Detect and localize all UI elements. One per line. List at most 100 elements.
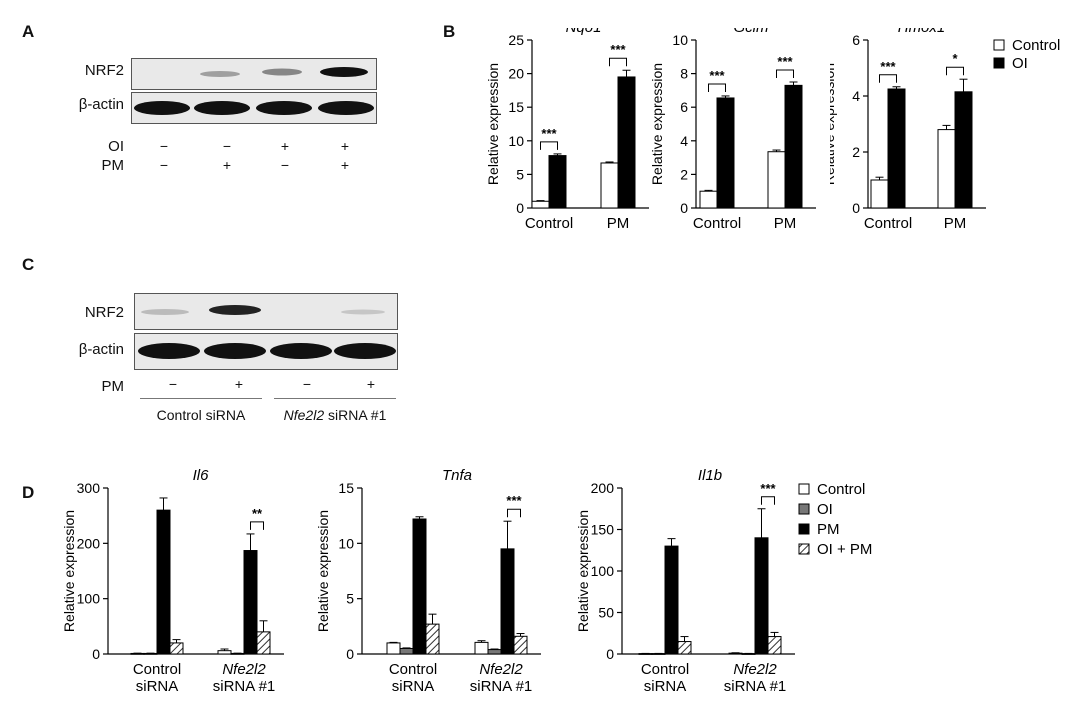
- bar-gclm-pm-oi: [784, 84, 803, 209]
- panel-label-d: D: [22, 483, 35, 502]
- western-blot-nrf2-a: [131, 58, 377, 90]
- sign-a-pm-4: +: [340, 157, 350, 173]
- sign-a-pm-2: +: [222, 157, 232, 173]
- condition-label-oi: OI: [108, 138, 124, 155]
- y-tick-label-hmox1-6: 6: [852, 32, 860, 48]
- bar-il6-nfe2l2-sirna-1-control: [217, 650, 232, 655]
- blot-bands-actin-c: [138, 343, 396, 359]
- chart-title-hmox1: Hmox1: [898, 28, 946, 36]
- x-tick-label-tnfa-nfe2l2-sirna-1-0: Nfe2l2: [479, 661, 523, 678]
- sign-a-oi-4: +: [340, 138, 350, 154]
- sig-label-nqo1-0: ***: [541, 126, 557, 141]
- condition-label-pm-c: PM: [101, 378, 125, 395]
- panel-label-b: B: [443, 22, 456, 41]
- bar-tnfa-nfe2l2-sirna-1-oi: [487, 649, 502, 655]
- sign-c-pm-2: +: [234, 376, 244, 392]
- chart-title-tnfa: Tnfa: [442, 467, 472, 484]
- bar-il6-nfe2l2-sirna-1-pm: [243, 550, 258, 655]
- sign-c-pm-3: −: [302, 376, 312, 392]
- y-tick-label-gclm-0: 0: [680, 200, 688, 216]
- bar-il6-nfe2l2-sirna-1-oi-pm: [256, 631, 271, 655]
- x-tick-label-gclm-control-0: Control: [693, 215, 741, 232]
- bar-nqo1-control-control: [531, 200, 550, 209]
- legend-swatch-control: [993, 39, 1005, 51]
- y-tick-label-il6-300: 300: [77, 480, 101, 496]
- condition-label-pm: PM: [101, 157, 125, 174]
- x-tick-label-il1b-control-sirna-1: siRNA: [644, 678, 687, 695]
- panel-label-c: C: [22, 255, 35, 274]
- legend-label-control: Control: [817, 481, 865, 498]
- bar-tnfa-control-sirna-oi: [399, 647, 414, 655]
- bar-il1b-control-sirna-pm: [664, 545, 679, 655]
- western-blot-actin-a: [131, 92, 377, 124]
- legend-label-oi: OI: [1012, 55, 1028, 72]
- y-tick-label-hmox1-4: 4: [852, 88, 860, 104]
- bar-gclm-control-control: [699, 190, 718, 209]
- x-tick-label-gclm-pm-0: PM: [774, 215, 797, 232]
- x-tick-label-il1b-control-sirna-0: Control: [641, 661, 689, 678]
- y-tick-label-tnfa-15: 15: [338, 480, 354, 496]
- group-underline-control: [140, 398, 262, 399]
- legend-swatch-oi: [798, 503, 810, 515]
- x-tick-label-il6-nfe2l2-sirna-1-0: Nfe2l2: [222, 661, 266, 678]
- bar-tnfa-control-sirna-oi-pm: [425, 623, 440, 655]
- y-tick-label-tnfa-10: 10: [338, 535, 354, 551]
- bar-gclm-control-oi: [716, 97, 735, 209]
- y-tick-label-gclm-10: 10: [672, 32, 688, 48]
- blot-bands-actin-a: [134, 101, 374, 115]
- sig-label-il6-1: **: [252, 506, 263, 521]
- y-tick-label-il1b-0: 0: [606, 646, 614, 662]
- sig-bracket-hmox1-1: [946, 66, 964, 76]
- group-underline-nfe2l2: [274, 398, 396, 399]
- sig-label-hmox1-1: *: [952, 51, 958, 66]
- sig-bracket-gclm-1: [776, 69, 794, 78]
- x-tick-label-nqo1-control-0: Control: [525, 215, 573, 232]
- bar-il1b-nfe2l2-sirna-1-oi-pm: [767, 636, 782, 655]
- y-axis-label-gclm: Relative expression: [652, 63, 665, 185]
- y-axis-label-nqo1: Relative expression: [485, 63, 501, 185]
- x-tick-label-tnfa-control-sirna-0: Control: [389, 661, 437, 678]
- chart-nqo1: Nqo1 0 5 10 15 20 25 Relative expression Control…: [485, 28, 649, 232]
- bar-nqo1-pm-oi: [617, 76, 636, 209]
- sig-label-il1b-1: ***: [760, 481, 776, 496]
- legend-label-oi: OI: [817, 501, 833, 518]
- bar-il6-control-sirna-oi-pm: [169, 642, 184, 655]
- chart-gclm: Gclm 0 2 4 6 8 10 Relative expression Control PM *…: [652, 28, 816, 232]
- y-tick-label-il6-100: 100: [77, 591, 101, 607]
- bar-tnfa-nfe2l2-sirna-1-control: [474, 641, 489, 655]
- x-tick-label-hmox1-control-0: Control: [864, 215, 912, 232]
- y-tick-label-il1b-150: 150: [591, 522, 615, 538]
- y-tick-label-nqo1-20: 20: [508, 66, 524, 82]
- bar-tnfa-nfe2l2-sirna-1-oi-pm: [513, 635, 528, 655]
- blot-bands-nrf2-a: [200, 67, 368, 77]
- bar-nqo1-control-oi: [548, 155, 567, 209]
- bar-hmox1-control-oi: [887, 88, 906, 209]
- western-blot-nrf2-c: [134, 293, 398, 330]
- y-tick-label-gclm-4: 4: [680, 133, 688, 149]
- y-axis-label-tnfa: Relative expression: [315, 510, 331, 632]
- sig-label-gclm-1: ***: [777, 54, 793, 69]
- y-tick-label-il1b-100: 100: [591, 563, 615, 579]
- group-label-nfe2l2-sirna: Nfe2l2 siRNA #1: [283, 407, 387, 423]
- blot-bands-nrf2-c: [141, 305, 385, 315]
- x-tick-label-il1b-nfe2l2-sirna-1-1: siRNA #1: [724, 678, 787, 695]
- x-tick-label-il6-nfe2l2-sirna-1-1: siRNA #1: [213, 678, 276, 695]
- y-tick-label-nqo1-5: 5: [516, 166, 524, 182]
- legend-d: Control OI PM OI + PM: [798, 481, 872, 558]
- sig-bracket-hmox1-0: [879, 74, 897, 83]
- sig-bracket-tnfa-1: [507, 508, 521, 518]
- blot-row-label-actin-c: β-actin: [78, 341, 124, 358]
- y-tick-label-nqo1-25: 25: [508, 32, 524, 48]
- y-tick-label-il6-0: 0: [92, 646, 100, 662]
- chart-title-il6: Il6: [193, 467, 210, 484]
- sign-a-oi-3: +: [280, 138, 290, 154]
- gene-name-italic: Nfe2l2: [283, 407, 325, 423]
- panel-label-a: A: [22, 22, 35, 41]
- bar-il1b-control-sirna-oi-pm: [677, 641, 692, 655]
- y-tick-label-hmox1-0: 0: [852, 200, 860, 216]
- x-tick-label-nqo1-pm-0: PM: [607, 215, 630, 232]
- legend-label-oi-pm: OI + PM: [817, 541, 872, 558]
